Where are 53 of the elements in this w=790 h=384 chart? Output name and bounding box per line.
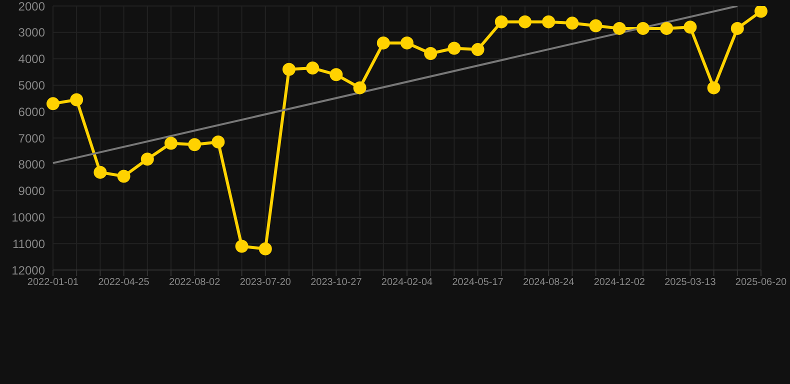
y-tick-label: 8000 (18, 158, 46, 172)
x-tick-label: 2023-07-20 (240, 277, 292, 288)
x-tick-label: 2025-03-13 (664, 277, 716, 288)
y-tick-label: 5000 (18, 78, 46, 92)
point (518, 15, 532, 28)
point (117, 170, 130, 183)
point (448, 42, 461, 55)
y-tick-label: 12000 (12, 263, 46, 278)
point (612, 22, 626, 35)
y-tick-label: 2000 (18, 0, 46, 14)
x-tick-label: 2022-08-02 (169, 277, 221, 288)
point (282, 62, 296, 76)
point (730, 22, 744, 35)
point (542, 15, 556, 28)
point (376, 36, 390, 50)
point (566, 16, 579, 30)
x-tick-label: 2024-08-24 (523, 277, 575, 288)
y-tick-label: 4000 (18, 52, 46, 66)
point (754, 6, 768, 18)
point (684, 20, 697, 34)
point (188, 138, 202, 152)
point (306, 62, 320, 75)
x-tick-label: 2024-05-17 (452, 277, 504, 288)
point (212, 135, 225, 148)
point (471, 43, 484, 56)
point (94, 166, 107, 179)
point (707, 81, 720, 94)
y-tick-label: 6000 (18, 104, 46, 119)
point (400, 36, 414, 50)
y-tick-label: 11000 (12, 236, 46, 251)
point (164, 136, 178, 150)
y-tick-label: 7000 (18, 131, 46, 146)
point (424, 47, 438, 60)
x-tick-label: 2022-01-01 (27, 277, 80, 288)
x-tick-label: 2023-10-27 (310, 277, 362, 288)
point (140, 152, 154, 166)
y-tick-label: 9000 (18, 184, 46, 198)
point (70, 93, 84, 106)
point (636, 22, 650, 35)
x-tick-label: 2025-06-20 (735, 277, 788, 288)
x-tick-label: 2022-04-25 (98, 277, 150, 288)
point (330, 68, 343, 82)
point (235, 240, 248, 253)
x-tick-label: 2024-12-02 (594, 277, 646, 288)
point (46, 97, 60, 110)
y-tick-label: 3000 (18, 26, 46, 40)
point (589, 19, 602, 32)
point (494, 15, 508, 28)
point (660, 22, 674, 35)
x-tick-label: 2024-02-04 (381, 277, 434, 288)
y-tick-label: 10000 (12, 210, 46, 224)
point (258, 242, 272, 256)
point (353, 81, 366, 94)
